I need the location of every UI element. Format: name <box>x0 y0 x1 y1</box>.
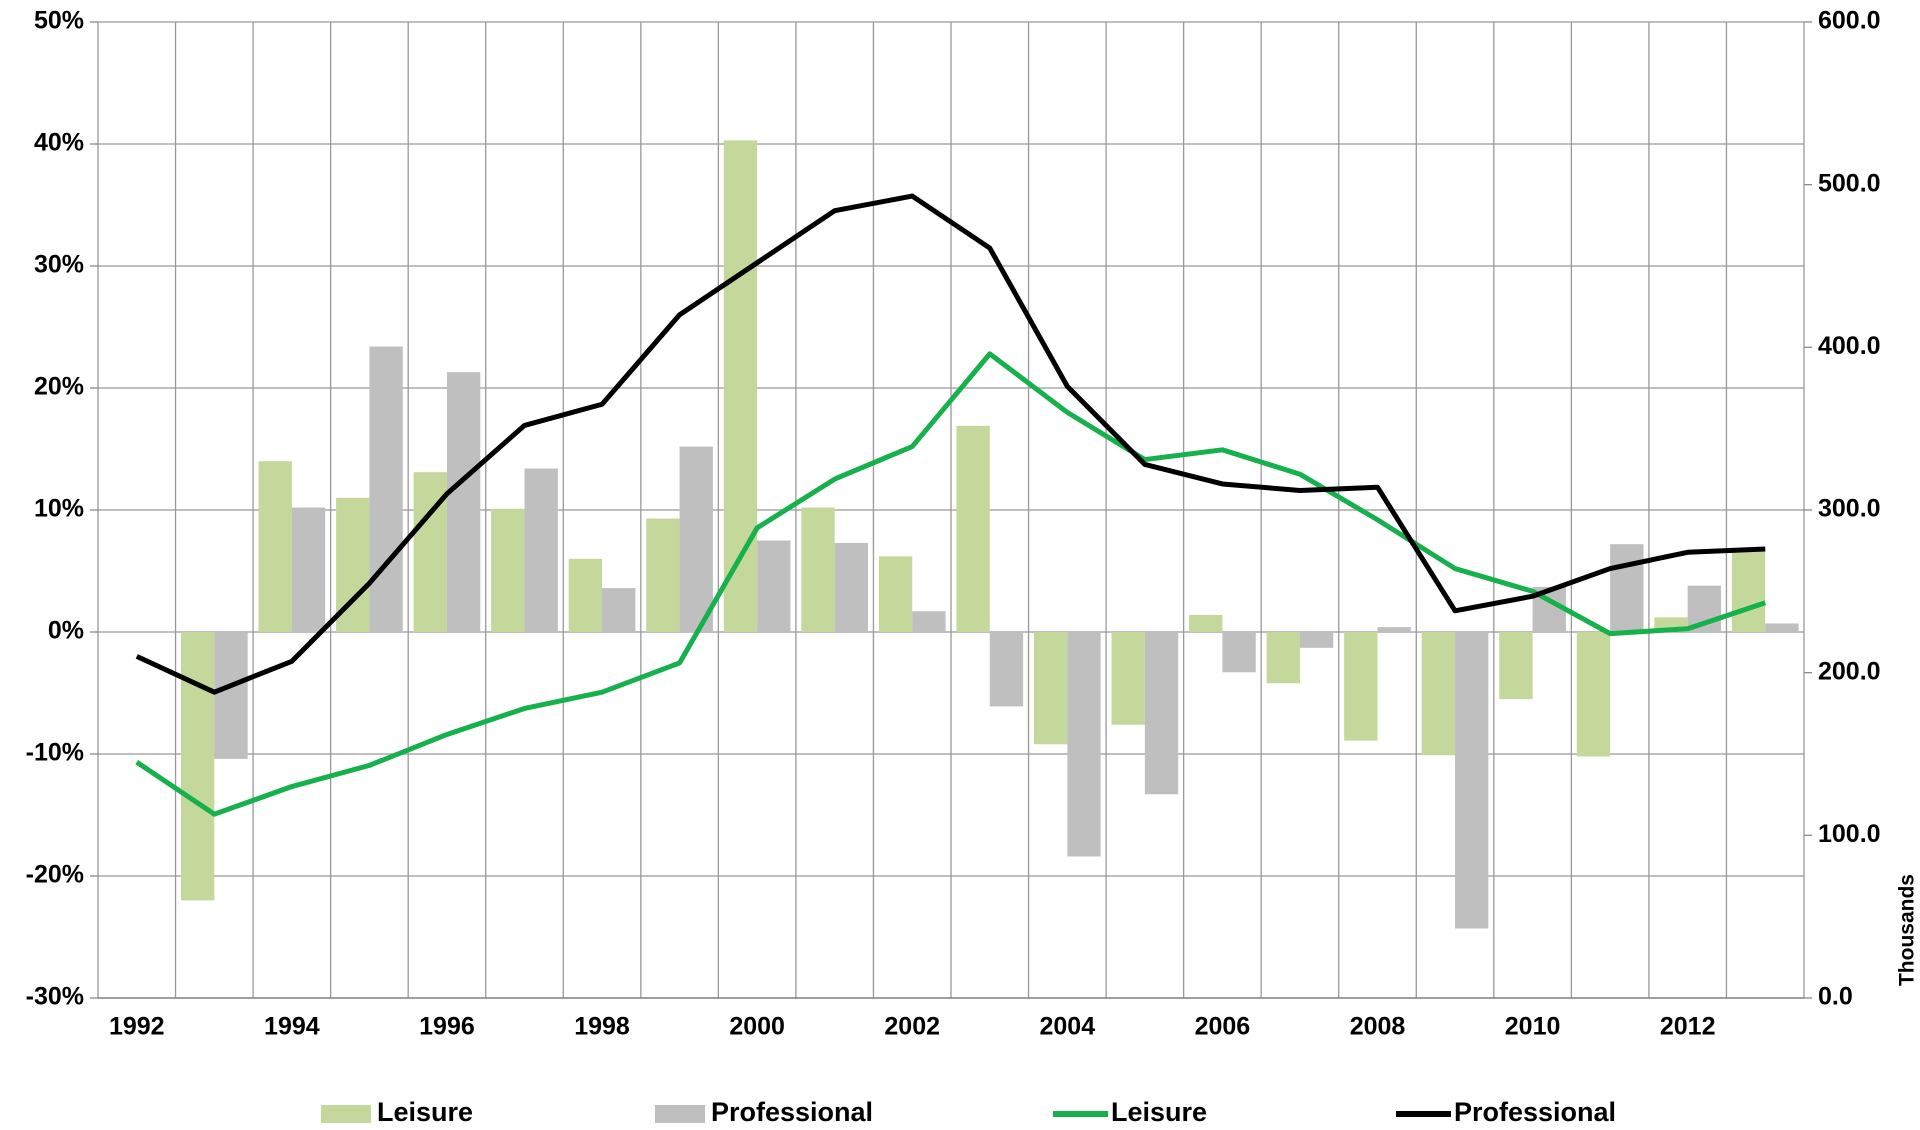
bar <box>258 461 292 632</box>
legend-label: Leisure <box>377 1097 473 1127</box>
y2-tick-label: 600.0 <box>1818 7 1881 35</box>
y-tick-label: 20% <box>34 373 84 401</box>
bar <box>1344 632 1378 741</box>
bar <box>1377 627 1411 632</box>
legend-label: Professional <box>711 1097 873 1127</box>
y-tick-label: -20% <box>26 861 84 889</box>
bar <box>214 632 248 759</box>
bar <box>446 372 481 632</box>
y2-tick-label: 0.0 <box>1818 983 1853 1011</box>
x-tick-label: 2004 <box>1040 1013 1096 1041</box>
y2-tick-label: 500.0 <box>1818 169 1881 197</box>
legend-label: Professional <box>1454 1097 1616 1127</box>
legend-label: Leisure <box>1111 1097 1207 1127</box>
bar <box>1610 544 1644 632</box>
y-tick-label: 40% <box>34 129 84 157</box>
bar <box>956 425 990 632</box>
x-tick-label: 1998 <box>574 1013 630 1041</box>
bar <box>1266 632 1300 684</box>
x-tick-label: 2008 <box>1350 1013 1406 1041</box>
bar <box>878 556 913 632</box>
x-tick-label: 2012 <box>1660 1013 1716 1041</box>
bar <box>1067 632 1101 857</box>
legend-swatch <box>655 1105 705 1123</box>
bar <box>1189 614 1223 632</box>
bar <box>1033 632 1068 745</box>
x-tick-label: 2010 <box>1505 1013 1561 1041</box>
bar <box>912 611 946 632</box>
bar <box>602 588 636 632</box>
x-tick-label: 1992 <box>109 1013 165 1041</box>
x-tick-label: 2000 <box>729 1013 785 1041</box>
bar <box>1455 632 1489 929</box>
bar <box>723 140 758 632</box>
line <box>135 351 1767 817</box>
bar <box>801 507 835 632</box>
bar <box>1144 632 1179 795</box>
y-tick-label: 10% <box>34 495 84 523</box>
bar <box>1299 632 1334 648</box>
bar <box>180 632 215 901</box>
legend-swatch <box>321 1105 371 1123</box>
x-tick-label: 2002 <box>884 1013 940 1041</box>
y-tick-label: -10% <box>26 739 84 767</box>
y2-tick-label: 200.0 <box>1818 657 1881 685</box>
y-tick-label: 0% <box>48 617 84 645</box>
bar <box>1421 632 1456 756</box>
y-tick-label: 30% <box>34 251 84 279</box>
y-tick-label: -30% <box>26 983 84 1011</box>
bar <box>1499 632 1533 700</box>
x-tick-label: 1994 <box>264 1013 320 1041</box>
bar <box>1111 632 1145 725</box>
line <box>135 193 1766 695</box>
x-tick-label: 2006 <box>1195 1013 1251 1041</box>
bar <box>1765 623 1799 632</box>
bar <box>834 542 869 632</box>
bar <box>1576 632 1611 757</box>
bar <box>291 507 326 632</box>
bar <box>369 346 403 632</box>
bar <box>679 446 713 632</box>
bar <box>757 540 791 632</box>
y2-axis-label: Thousands <box>1896 874 1919 986</box>
bar <box>524 468 558 632</box>
bar <box>568 558 603 632</box>
bar <box>989 632 1024 707</box>
bar <box>491 508 525 632</box>
bar <box>1222 632 1256 673</box>
y2-tick-label: 400.0 <box>1818 332 1881 360</box>
y-tick-label: 50% <box>34 7 84 35</box>
x-tick-label: 1996 <box>419 1013 475 1041</box>
bar <box>646 518 680 632</box>
bar <box>1731 551 1766 632</box>
y2-tick-label: 100.0 <box>1818 820 1881 848</box>
y2-tick-label: 300.0 <box>1818 495 1881 523</box>
